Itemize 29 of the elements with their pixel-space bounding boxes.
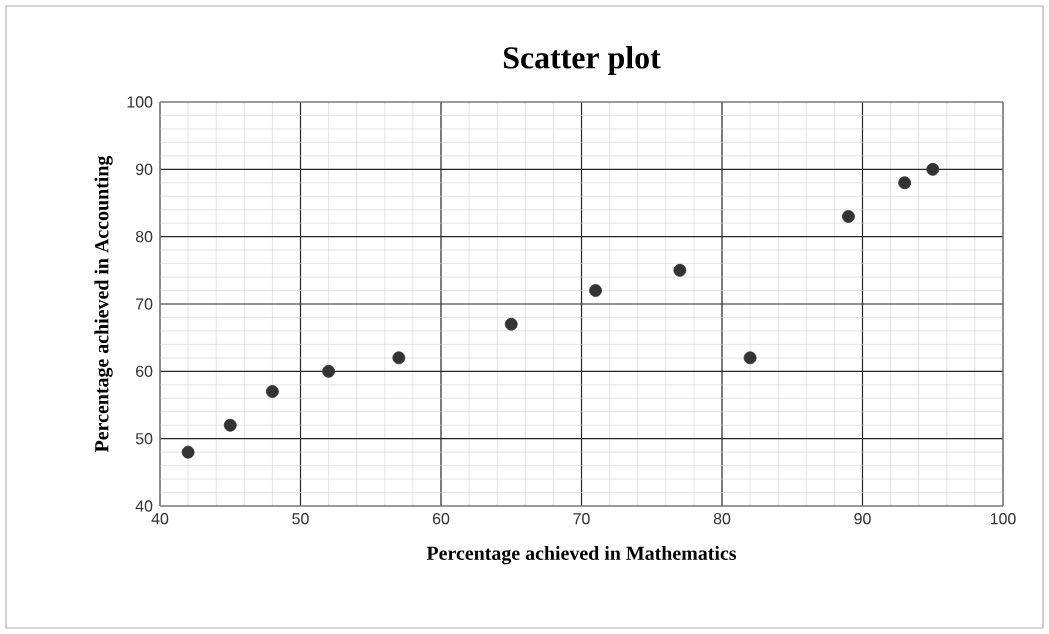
point — [842, 210, 855, 223]
x-tick-label: 80 — [713, 513, 731, 525]
x-tick-label: 60 — [432, 513, 450, 525]
point — [266, 385, 279, 398]
point — [504, 317, 518, 331]
y-tick-label: 60 — [136, 365, 153, 377]
x-tick-label: 70 — [573, 513, 590, 525]
point — [898, 176, 912, 190]
point — [926, 162, 940, 176]
x-tick-label: 100 — [990, 513, 1016, 525]
y-tick-label: 70 — [136, 298, 153, 310]
point — [392, 351, 406, 365]
y-tick-label: 40 — [135, 500, 153, 512]
x-tick-label: 90 — [854, 513, 871, 525]
point — [589, 284, 602, 297]
y-tick-label: 50 — [135, 433, 153, 445]
y-axis-title: Percentage achieved in Accounting — [94, 155, 113, 453]
x-axis-title: Percentage achieved in Mathematics — [426, 545, 737, 565]
y-tick-label: 90 — [135, 163, 153, 175]
point — [673, 263, 687, 277]
chart-title: Scatter plot — [503, 46, 661, 75]
y-tick-label: 80 — [135, 231, 153, 243]
point — [223, 418, 237, 432]
point — [743, 351, 757, 365]
point — [322, 364, 335, 378]
point — [181, 445, 195, 459]
x-tick-label: 40 — [151, 513, 169, 525]
x-tick-label: 50 — [292, 513, 309, 525]
y-tick-label: 100 — [127, 96, 153, 108]
